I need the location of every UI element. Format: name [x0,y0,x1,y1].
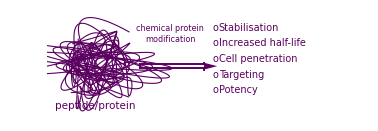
Text: chemical protein
modification: chemical protein modification [136,24,204,44]
Text: o: o [213,70,218,80]
Text: Stabilisation: Stabilisation [218,23,279,33]
Text: o: o [213,23,218,33]
Text: o: o [213,54,218,64]
Text: Potency: Potency [218,85,257,95]
Text: o: o [213,85,218,95]
Text: Cell penetration: Cell penetration [218,54,297,64]
Text: peptide/protein: peptide/protein [55,100,136,111]
Text: Targeting: Targeting [218,70,264,80]
Polygon shape [204,63,217,70]
Text: o: o [213,39,218,48]
Text: Increased half-life: Increased half-life [218,39,305,48]
